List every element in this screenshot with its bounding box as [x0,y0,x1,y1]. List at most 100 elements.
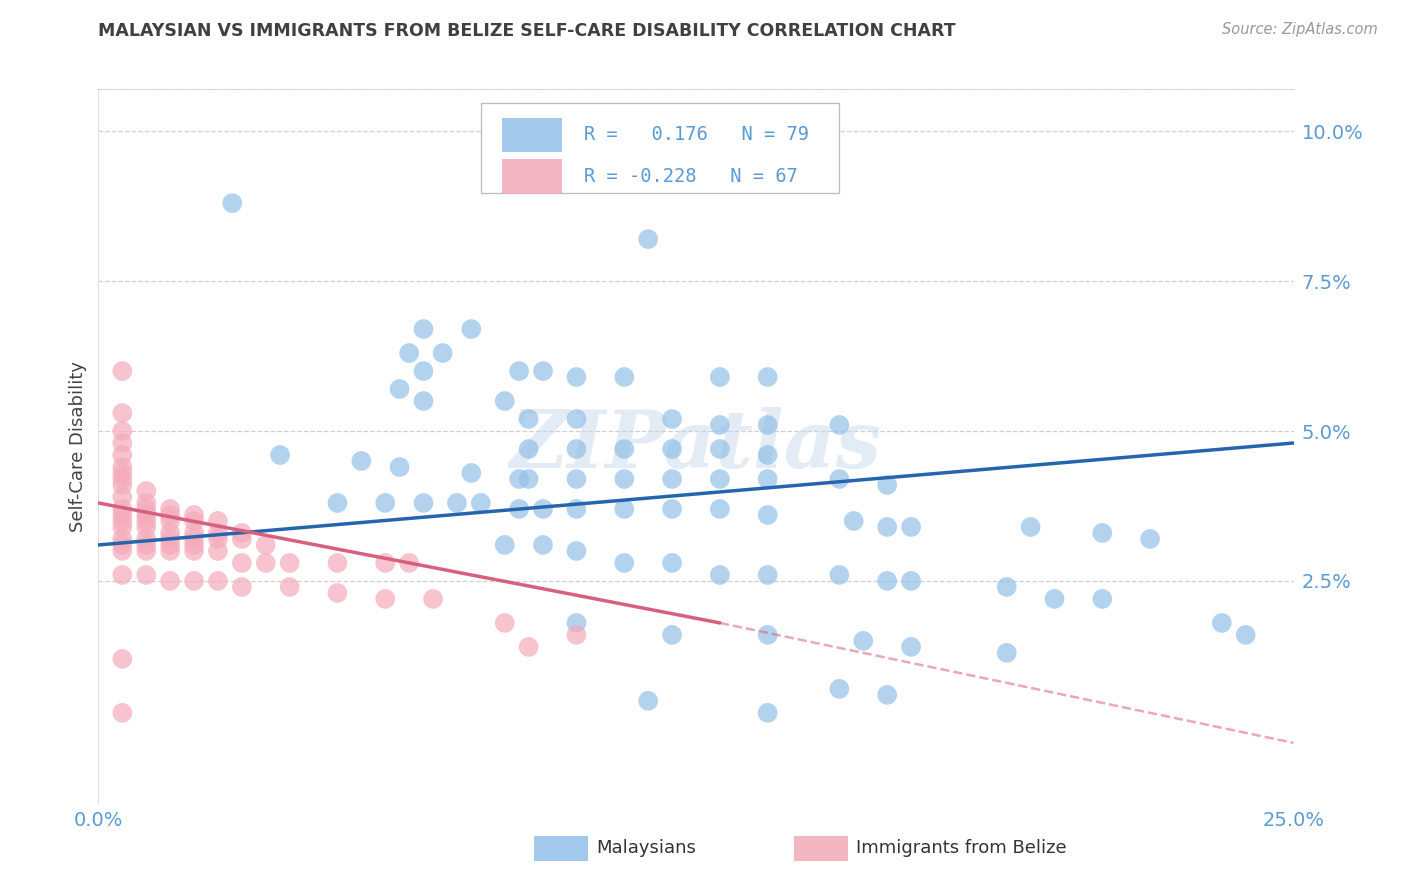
FancyBboxPatch shape [502,118,562,152]
Point [876,574,898,588]
Y-axis label: Self-Care Disability: Self-Care Disability [69,360,87,532]
Point [756,472,779,486]
Point [207,525,229,540]
Point [398,556,420,570]
FancyBboxPatch shape [481,103,839,193]
Point [508,472,530,486]
Point [183,574,205,588]
Point [269,448,291,462]
Point [412,322,434,336]
Point [135,544,157,558]
Point [842,514,865,528]
Point [565,412,588,426]
Point [111,706,134,720]
Point [613,442,636,456]
Point [412,394,434,409]
Point [135,483,157,498]
Point [432,346,454,360]
Point [876,478,898,492]
Point [135,538,157,552]
Point [183,544,205,558]
Point [388,382,411,396]
Point [637,694,659,708]
Point [135,514,157,528]
Point [709,370,731,384]
Point [231,532,253,546]
Point [565,502,588,516]
Point [565,615,588,630]
Point [388,460,411,475]
Point [374,556,396,570]
Point [565,544,588,558]
Point [254,538,277,552]
Point [756,706,779,720]
Point [828,681,851,696]
Point [1234,628,1257,642]
FancyBboxPatch shape [502,160,562,194]
Point [494,394,516,409]
Point [326,586,349,600]
Point [531,538,554,552]
Text: Source: ZipAtlas.com: Source: ZipAtlas.com [1222,22,1378,37]
Point [517,472,540,486]
Point [207,544,229,558]
Point [111,490,134,504]
Point [111,466,134,480]
Point [876,520,898,534]
Point [159,525,181,540]
Point [159,538,181,552]
Point [231,556,253,570]
Point [159,502,181,516]
Point [183,538,205,552]
Point [637,142,659,156]
Point [111,448,134,462]
Point [709,472,731,486]
Point [1043,591,1066,606]
Point [350,454,373,468]
Point [756,508,779,522]
Point [852,633,875,648]
Point [709,442,731,456]
Point [756,628,779,642]
Point [900,520,922,534]
Point [709,417,731,432]
Point [111,436,134,450]
Text: R = -0.228   N = 67: R = -0.228 N = 67 [583,167,797,186]
Point [183,508,205,522]
Point [613,472,636,486]
Point [221,196,243,211]
Point [111,424,134,438]
Point [661,556,683,570]
Point [135,568,157,582]
Point [470,496,492,510]
Point [756,417,779,432]
Point [159,544,181,558]
Point [828,568,851,582]
Point [709,502,731,516]
Point [613,370,636,384]
Point [995,580,1018,594]
Point [111,460,134,475]
Point [374,496,396,510]
Point [876,688,898,702]
Point [111,502,134,516]
Point [183,525,205,540]
Point [111,544,134,558]
Point [900,640,922,654]
Point [159,574,181,588]
Point [1091,525,1114,540]
Point [531,502,554,516]
Point [207,514,229,528]
Point [460,322,482,336]
Point [422,591,444,606]
Point [412,496,434,510]
Point [207,574,229,588]
Text: Immigrants from Belize: Immigrants from Belize [856,839,1067,857]
Point [159,532,181,546]
Point [374,591,396,606]
Point [508,502,530,516]
Point [661,628,683,642]
Point [111,472,134,486]
Point [661,412,683,426]
Point [111,652,134,666]
